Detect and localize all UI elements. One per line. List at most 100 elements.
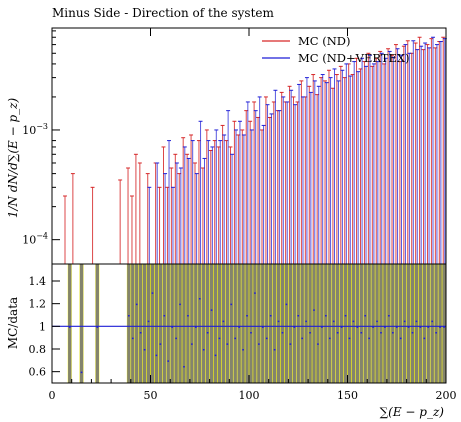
ratio-bin xyxy=(209,264,214,383)
ratio-bin xyxy=(127,264,131,383)
ratio-bin xyxy=(198,264,202,383)
ratio-bin xyxy=(142,264,147,383)
ratio-bin xyxy=(166,264,170,383)
ratio-bin xyxy=(135,264,139,383)
y-tick-label-lower: 0.6 xyxy=(29,366,47,379)
x-tick-label: 0 xyxy=(49,389,56,402)
ratio-bin xyxy=(269,264,273,383)
x-axis-label: ∑(E − p_z) xyxy=(380,405,445,419)
ratio-bin xyxy=(320,264,324,383)
ratio-bin xyxy=(383,264,387,383)
ratio-bin xyxy=(292,264,296,383)
ratio-bin xyxy=(304,264,308,383)
ratio-bin xyxy=(324,264,328,383)
ratio-bin xyxy=(410,264,415,383)
ratio-bin xyxy=(351,264,356,383)
legend-label-mc-nd-vertex: MC (ND+VERTEX) xyxy=(298,51,410,65)
ratio-bin xyxy=(300,264,304,383)
ratio-bin xyxy=(95,264,99,383)
ratio-bin xyxy=(399,264,403,383)
ratio-bin xyxy=(213,264,218,383)
chart-title: Minus Side - Direction of the system xyxy=(52,6,274,20)
ratio-bin xyxy=(335,264,340,383)
lower-y-axis-label: MC/data xyxy=(6,297,20,349)
ratio-bin xyxy=(257,264,261,383)
ratio-bin xyxy=(162,264,166,383)
ratio-bin xyxy=(387,264,391,383)
ratio-bin xyxy=(379,264,383,383)
ratio-bin xyxy=(229,264,233,383)
ratio-bin xyxy=(178,264,182,383)
ratio-bin xyxy=(237,264,241,383)
ratio-bin xyxy=(150,264,155,383)
lower-ratio-area: 0.6 0.8 1 1.2 1.4 0 50 100 150 200 xyxy=(29,264,457,402)
ratio-bin xyxy=(371,264,375,383)
ratio-bin xyxy=(280,264,285,383)
legend: MC (ND) MC (ND+VERTEX) xyxy=(262,34,410,65)
ratio-bin xyxy=(253,264,257,383)
ratio-bin xyxy=(316,264,320,383)
ratio-bin xyxy=(308,264,312,383)
ratio-bin xyxy=(442,264,446,383)
ratio-bin xyxy=(426,264,430,383)
ratio-bin xyxy=(154,264,159,383)
ratio-bin xyxy=(414,264,419,383)
ratio-bin xyxy=(276,264,281,383)
ratio-bin xyxy=(296,264,300,383)
ratio-bin xyxy=(261,264,265,383)
ratio-bin xyxy=(272,264,277,383)
ratio-bin xyxy=(170,264,174,383)
y-tick-label-lower: 0.8 xyxy=(29,343,47,356)
lower-frame xyxy=(51,263,447,384)
ratio-bin xyxy=(343,264,348,383)
y-tick-label-lower: 1.2 xyxy=(29,298,47,311)
ratio-bin xyxy=(233,264,237,383)
upper-plot-area: 10−4 10−3 xyxy=(22,28,447,264)
ratio-bin xyxy=(339,264,344,383)
ratio-bin xyxy=(434,264,438,383)
ratio-bin xyxy=(202,264,206,383)
ratio-bin xyxy=(225,264,229,383)
ratio-bin xyxy=(146,264,151,383)
ratio-bin xyxy=(158,264,163,383)
ratio-bin xyxy=(194,264,198,383)
ratio-bin xyxy=(402,264,407,383)
ratio-bin xyxy=(395,264,399,383)
ratio-bin xyxy=(182,264,186,383)
ratio-bin xyxy=(186,264,190,383)
ratio-bin xyxy=(328,264,332,383)
y-tick-label-upper: 10−4 xyxy=(22,232,48,247)
ratio-bin xyxy=(131,264,135,383)
ratio-bin xyxy=(138,264,143,383)
ratio-bin xyxy=(391,264,395,383)
ratio-bin xyxy=(332,264,336,383)
legend-label-mc-nd: MC (ND) xyxy=(298,34,351,48)
x-tick-label: 100 xyxy=(239,389,260,402)
ratio-bin xyxy=(217,264,222,383)
ratio-bin xyxy=(221,264,226,383)
ratio-bin xyxy=(375,264,379,383)
ratio-bin xyxy=(359,264,363,383)
ratio-bin xyxy=(205,264,210,383)
y-tick-label-lower: 1 xyxy=(39,320,46,333)
ratio-bin xyxy=(363,264,367,383)
ratio-bin xyxy=(265,264,269,383)
x-tick-label: 200 xyxy=(436,389,457,402)
ratio-bin xyxy=(367,264,371,383)
y-tick-label-lower: 1.4 xyxy=(29,275,47,288)
ratio-bin xyxy=(422,264,426,383)
ratio-bin xyxy=(430,264,434,383)
ratio-bin xyxy=(249,264,253,383)
ratio-bin xyxy=(174,264,178,383)
upper-y-axis-label: 1/N dN/d∑(E − p_z) xyxy=(6,98,20,219)
ratio-bin xyxy=(406,264,411,383)
x-tick-label: 50 xyxy=(144,389,158,402)
ratio-bin xyxy=(79,264,84,383)
ratio-bin xyxy=(284,264,289,383)
x-tick-label: 150 xyxy=(337,389,358,402)
ratio-bin xyxy=(347,264,352,383)
ratio-bin xyxy=(241,264,245,383)
ratio-bin xyxy=(288,264,293,383)
ratio-bin xyxy=(312,264,316,383)
